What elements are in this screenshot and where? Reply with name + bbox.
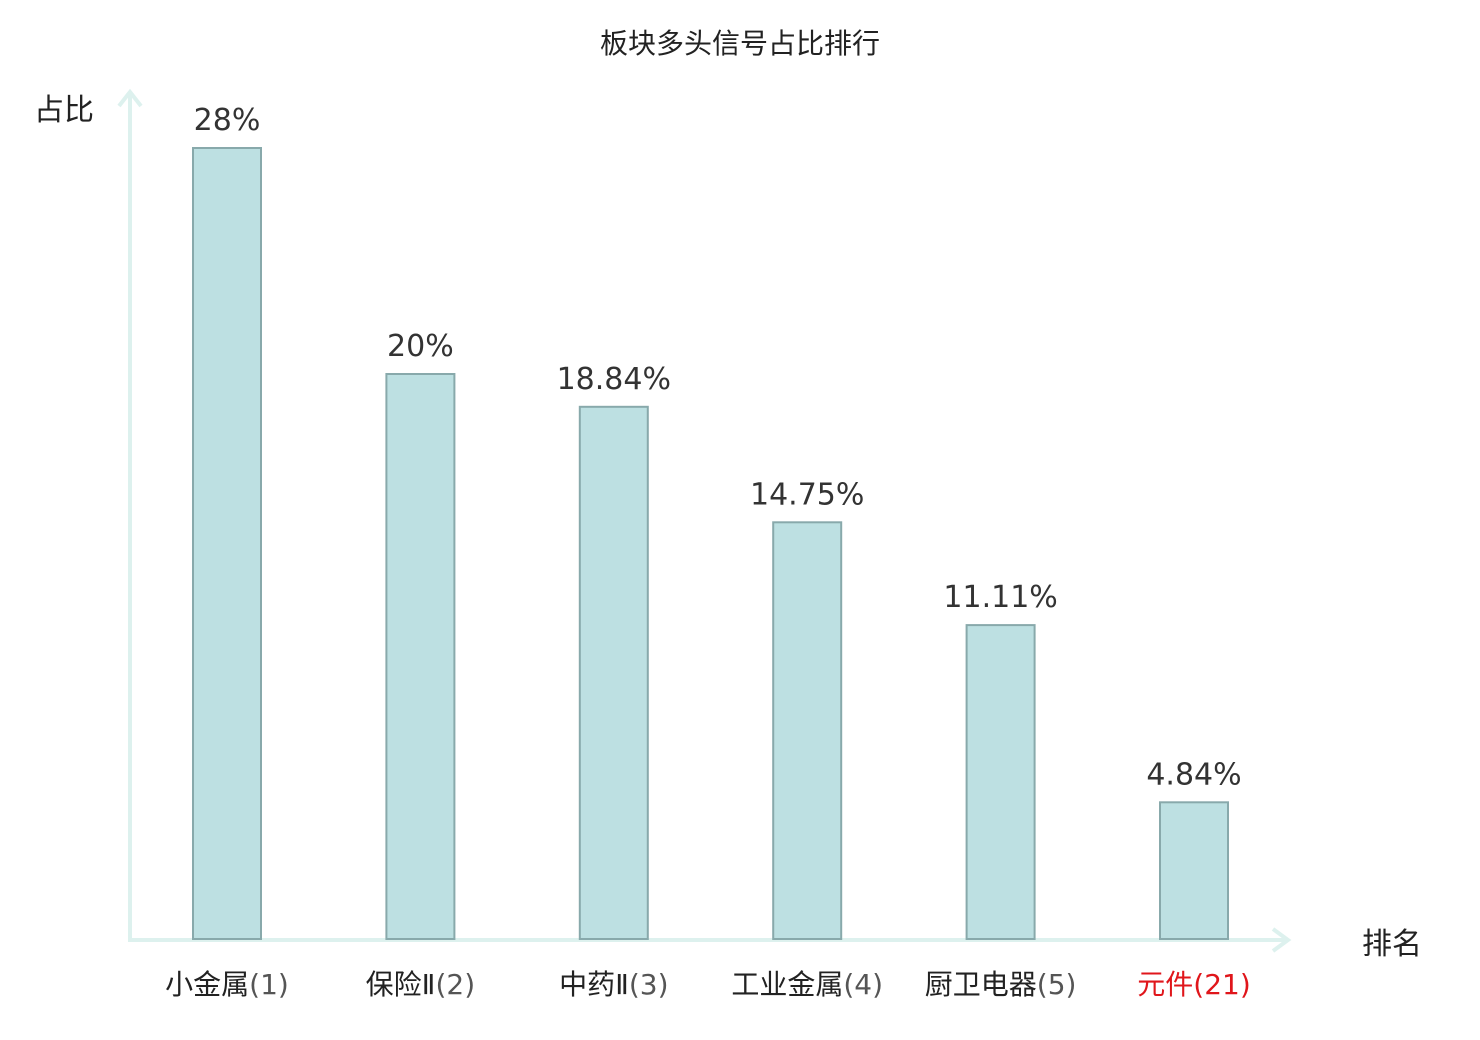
category-name-3: 中药Ⅱ [559, 968, 629, 1001]
value-label-1: 28% [194, 103, 261, 138]
x-axis-label: 排名 [1362, 927, 1422, 962]
bar-3 [578, 405, 649, 940]
category-rank-6: (21) [1193, 968, 1250, 1001]
category-rank-3: (3) [629, 968, 669, 1001]
category-name-6: 元件 [1137, 968, 1193, 1001]
axes [117, 88, 1292, 953]
category-labels: 小金属(1) 保险Ⅱ(2) 中药Ⅱ(3) 工业金属(4) 厨卫电器(5) 元件(21) [165, 968, 1251, 1001]
category-label-6: 元件(21) [1137, 968, 1251, 1001]
category-label-4: 工业金属(4) [731, 968, 883, 1001]
bar-1 [192, 147, 262, 940]
x-axis-arrow [1271, 927, 1292, 953]
category-label-1: 小金属(1) [165, 968, 289, 1001]
value-label-3: 18.84% [557, 362, 671, 397]
value-label-2: 20% [387, 329, 454, 364]
bar-5 [965, 624, 1036, 940]
bar-6 [1159, 801, 1229, 940]
value-label-4: 14.75% [750, 477, 864, 512]
value-label-5: 11.11% [943, 580, 1057, 615]
category-name-4: 工业金属 [731, 968, 843, 1001]
category-label-2: 保险Ⅱ(2) [366, 968, 475, 1001]
category-rank-4: (4) [843, 968, 883, 1001]
y-axis-label: 占比 [34, 93, 94, 128]
category-label-5: 厨卫电器(5) [925, 968, 1077, 1001]
bar-2 [385, 373, 456, 940]
value-labels: 28% 20% 18.84% 14.75% 11.11% 4.84% [194, 103, 1242, 792]
category-label-3: 中药Ⅱ(3) [559, 968, 668, 1001]
bar-4 [772, 521, 843, 940]
chart-title: 板块多头信号占比排行 [600, 27, 880, 60]
category-name-2: 保险Ⅱ [366, 968, 436, 1001]
category-rank-2: (2) [435, 968, 475, 1001]
category-name-5: 厨卫电器 [925, 968, 1037, 1001]
category-rank-1: (1) [249, 968, 289, 1001]
bars [192, 147, 1229, 940]
y-axis-arrow [117, 88, 143, 108]
category-name-1: 小金属 [165, 968, 249, 1001]
value-label-6: 4.84% [1146, 757, 1241, 792]
category-rank-5: (5) [1037, 968, 1077, 1001]
